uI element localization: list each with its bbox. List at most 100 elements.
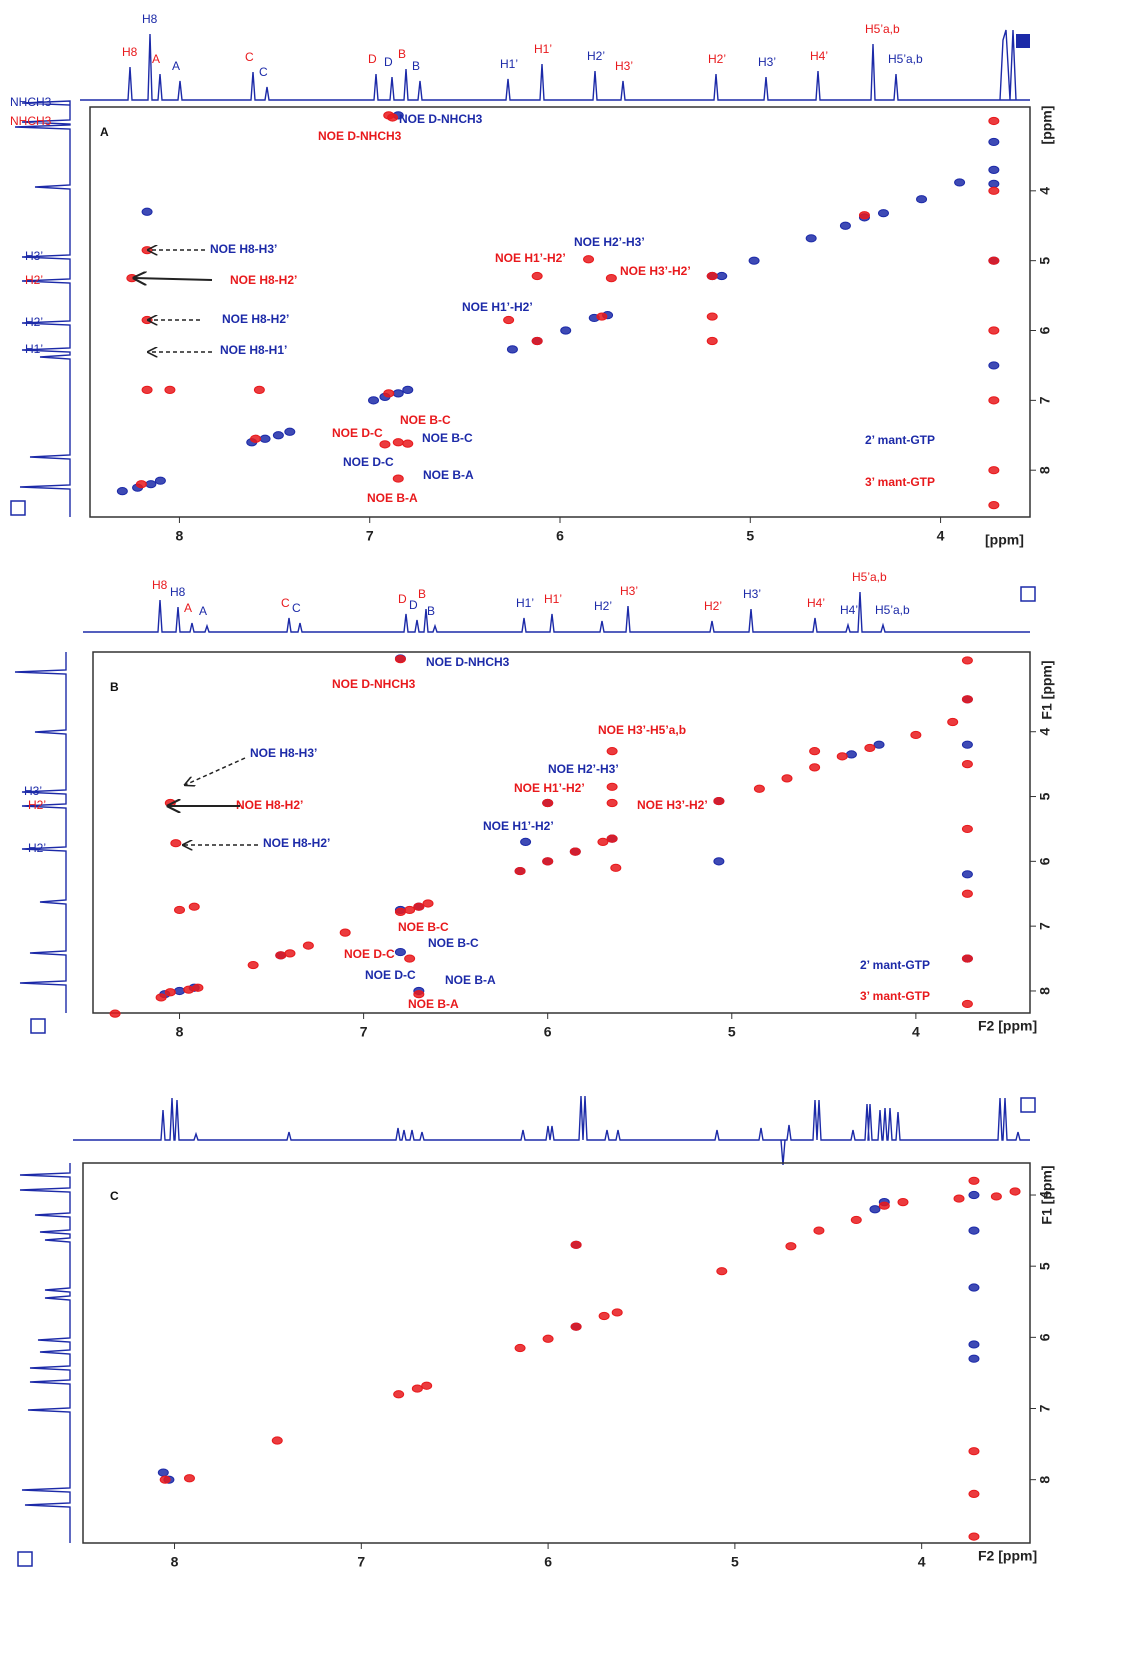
peak — [531, 271, 543, 281]
peak — [598, 1311, 610, 1321]
peak — [610, 863, 622, 872]
y-tick-label: 7 — [1037, 1404, 1053, 1412]
peak — [961, 760, 973, 769]
peak — [514, 1343, 526, 1353]
panel-letter: A — [100, 125, 109, 139]
peak — [302, 941, 314, 950]
peak — [968, 1190, 980, 1200]
noe-annotation: NOE H1’-H2’ — [495, 251, 566, 265]
peak — [394, 947, 406, 957]
peak — [253, 385, 265, 394]
peak-label: D — [368, 52, 377, 66]
noe-annotation: NOE B-A — [445, 973, 496, 987]
peak — [421, 1381, 433, 1390]
peak — [716, 271, 728, 281]
peak — [583, 255, 595, 264]
peak — [1009, 1187, 1021, 1196]
x-axis-label: F2 [ppm] — [978, 1548, 1037, 1564]
x-tick-label: 5 — [728, 1024, 736, 1040]
peak-label: D — [409, 598, 418, 612]
panel-letter: B — [110, 680, 119, 694]
peak — [402, 439, 414, 448]
peak — [387, 113, 399, 122]
peak-label: H2’ — [708, 52, 726, 66]
square-icon — [1020, 586, 1036, 602]
y-tick-label: 7 — [1037, 396, 1053, 404]
peak — [805, 234, 817, 243]
peak-label: H1’ — [534, 42, 552, 56]
peak-label: C — [292, 601, 301, 615]
peak — [116, 487, 128, 496]
peak-label: H3’ — [24, 784, 42, 798]
y-tick-label: 5 — [1037, 257, 1053, 265]
peak — [869, 1205, 881, 1214]
peak — [597, 837, 609, 846]
peak-label: H2’ — [25, 315, 43, 329]
peak-label: H2’ — [28, 841, 46, 855]
noe-annotation: NOE H3’-H2’ — [620, 264, 691, 278]
noe-annotation: NOE H8-H2’ — [236, 798, 303, 812]
noe-annotation: NOE D-NHCH3 — [318, 129, 402, 143]
peak — [157, 1468, 169, 1477]
peak — [402, 385, 414, 394]
peak-label: H3’ — [758, 55, 776, 69]
peak — [392, 389, 404, 398]
peak — [988, 137, 1000, 147]
noe-annotation: NOE B-C — [422, 431, 473, 445]
peak — [968, 1447, 980, 1456]
noe-annotation: NOE D-C — [332, 426, 383, 440]
x-tick-label: 8 — [176, 528, 184, 544]
y-axis-label: [ppm] — [1039, 106, 1055, 145]
x-tick-label: 6 — [544, 1554, 552, 1570]
peak — [503, 315, 515, 325]
peak — [392, 474, 404, 483]
peak — [968, 1176, 980, 1185]
peak — [392, 438, 404, 447]
x-tick-label: 8 — [176, 1024, 184, 1040]
x-axis-label: F2 [ppm] — [978, 1018, 1037, 1034]
peak — [192, 983, 204, 992]
legend-entry: 2’ mant-GTP — [865, 433, 935, 447]
peak — [542, 798, 554, 808]
y-tick-label: 8 — [1037, 1476, 1053, 1484]
peak — [542, 1334, 554, 1343]
x-axis-label: [ppm] — [985, 532, 1024, 548]
x-tick-label: 7 — [360, 1024, 368, 1040]
peak — [404, 905, 416, 915]
x-tick-label: 8 — [171, 1554, 179, 1570]
peak — [706, 336, 718, 346]
peak-label: H2’ — [587, 49, 605, 63]
peak — [413, 902, 425, 911]
projection-trace — [14, 652, 67, 1013]
legend-entry: 3’ mant-GTP — [865, 475, 935, 489]
noe-annotation: NOE B-A — [367, 491, 418, 505]
peak-label: H1’ — [544, 592, 562, 606]
arrow — [134, 278, 213, 280]
peak — [753, 784, 765, 793]
peak — [605, 274, 617, 283]
peak — [897, 1198, 909, 1207]
peak — [422, 899, 434, 908]
peak-label: H5’a,b — [888, 52, 923, 66]
noe-annotation: NOE B-A — [423, 468, 474, 482]
noe-annotation: NOE D-NHCH3 — [399, 112, 483, 126]
peak — [968, 1354, 980, 1363]
noe-annotation: NOE B-C — [398, 920, 449, 934]
peak — [164, 988, 176, 997]
peak — [135, 480, 147, 489]
peak — [968, 1532, 980, 1541]
peak-label: H8 — [152, 578, 168, 592]
peak — [109, 1009, 121, 1018]
peak — [809, 747, 821, 756]
peak — [961, 889, 973, 898]
peak — [570, 1322, 582, 1331]
peak — [953, 1194, 965, 1203]
peak-label: H4’ — [840, 603, 858, 617]
peak-label: H8 — [170, 585, 186, 599]
peak — [877, 209, 889, 218]
peak — [520, 837, 532, 846]
peak — [968, 1283, 980, 1292]
legend-entry: 3’ mant-GTP — [860, 989, 930, 1003]
noe-annotation: NOE D-NHCH3 — [426, 655, 510, 669]
